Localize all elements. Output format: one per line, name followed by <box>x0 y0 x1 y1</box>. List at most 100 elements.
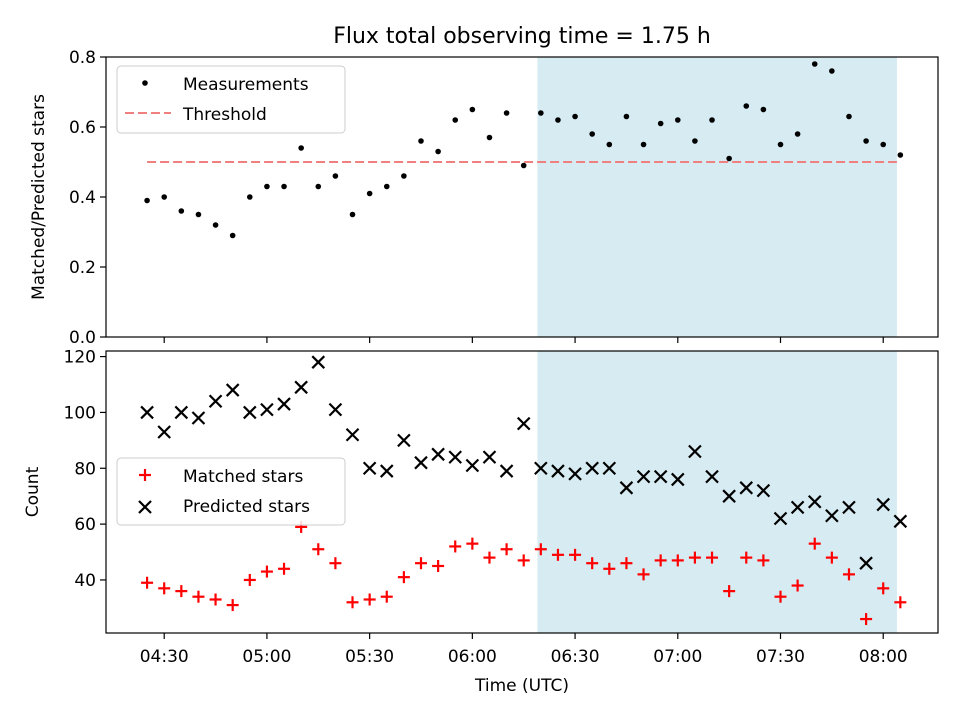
top-y-tick-label: 0.2 <box>69 258 96 278</box>
predicted-star-point <box>756 483 771 498</box>
matched-star-point <box>466 537 479 550</box>
predicted-stars-series <box>140 355 908 570</box>
matched-star-point <box>569 548 582 561</box>
top-legend: Measurements Threshold <box>116 65 346 134</box>
matched-star-point <box>141 576 154 589</box>
measurement-point <box>366 190 373 197</box>
measurement-point <box>657 120 664 127</box>
measurement-point <box>520 162 527 169</box>
measurement-point <box>486 134 493 141</box>
predicted-star-point <box>465 458 480 473</box>
predicted-star-point <box>773 511 788 526</box>
measurement-point <box>829 68 835 74</box>
measurement-point <box>880 141 887 148</box>
measurement-point <box>281 183 287 190</box>
matched-star-point <box>860 613 873 626</box>
top-observing-window-shade <box>537 57 897 337</box>
measurement-point <box>418 138 424 144</box>
measurement-point <box>606 141 613 148</box>
matched-star-point <box>243 573 256 586</box>
predicted-star-point <box>653 469 668 484</box>
measurement-point <box>555 117 561 123</box>
predicted-star-point <box>619 481 634 495</box>
matched-star-point <box>688 551 701 564</box>
x-axis-label: Time (UTC) <box>474 676 569 696</box>
top-y-axis-label: Matched/Predicted stars <box>29 94 49 300</box>
matched-star-point <box>551 548 564 561</box>
x-tick-label: 04:30 <box>140 647 189 667</box>
matched-star-point <box>158 582 171 595</box>
measurement-point <box>811 61 818 67</box>
matched-stars-series <box>141 520 907 626</box>
predicted-star-point <box>534 461 548 476</box>
measurement-point <box>846 113 852 120</box>
predicted-star-point <box>688 444 702 459</box>
predicted-star-point <box>157 425 171 439</box>
measurement-point <box>623 113 630 120</box>
x-tick-label: 05:00 <box>242 647 291 667</box>
measurement-point <box>435 148 441 155</box>
top-y-tick-label: 0.0 <box>69 328 96 348</box>
matched-star-point <box>226 599 239 612</box>
matched-star-point <box>534 543 547 556</box>
predicted-star-point <box>825 508 839 523</box>
matched-star-point <box>877 582 890 595</box>
top-axes-frame <box>105 56 939 338</box>
matched-star-point <box>209 593 222 606</box>
bottom-y-tick-label: 80 <box>74 459 96 479</box>
predicted-star-point <box>448 450 463 464</box>
predicted-star-point <box>807 494 822 509</box>
predicted-star-point <box>739 481 754 495</box>
top-panel: 0.00.20.40.60.8 Matched/Predicted stars … <box>29 48 939 348</box>
matched-star-point <box>603 562 616 575</box>
predicted-star-point <box>859 556 873 570</box>
predicted-star-point <box>499 464 514 478</box>
matched-star-point <box>894 596 907 609</box>
measurement-point <box>212 222 219 228</box>
legend-matched-marker <box>139 469 151 481</box>
measurement-point <box>726 155 732 162</box>
measurement-point <box>178 208 185 214</box>
matched-star-point <box>637 568 650 581</box>
measurement-point <box>572 113 578 120</box>
predicted-star-point <box>585 461 599 476</box>
predicted-star-point <box>345 427 360 442</box>
measurement-point <box>743 103 750 109</box>
matched-star-point <box>380 590 393 603</box>
predicted-star-point <box>397 433 411 448</box>
matched-star-point <box>654 554 667 567</box>
matched-star-point <box>706 551 719 564</box>
x-tick-label: 06:30 <box>551 647 600 667</box>
predicted-star-point <box>379 464 394 478</box>
predicted-star-point <box>191 411 206 425</box>
measurements-series <box>144 61 904 239</box>
predicted-star-point <box>294 380 308 395</box>
matched-star-point <box>192 590 205 603</box>
measurement-point <box>897 152 904 158</box>
bottom-axes-frame <box>105 350 939 634</box>
matched-star-point <box>723 585 736 598</box>
measurement-point <box>760 106 767 113</box>
top-y-tick-label: 0.6 <box>69 118 96 138</box>
top-y-tick-label: 0.4 <box>69 188 96 208</box>
x-tick-label: 05:30 <box>345 647 394 667</box>
measurement-point <box>349 211 356 218</box>
predicted-star-point <box>842 500 856 515</box>
matched-star-point <box>363 593 376 606</box>
top-y-tick-label: 0.8 <box>69 48 96 68</box>
measurement-point <box>195 211 202 218</box>
x-tick-label: 07:00 <box>653 647 702 667</box>
bottom-y-tick-label: 100 <box>64 403 96 423</box>
measurement-point <box>503 110 510 116</box>
predicted-star-point <box>671 472 685 487</box>
predicted-star-point <box>516 416 531 431</box>
measurement-point <box>777 141 784 148</box>
predicted-star-point <box>140 405 154 420</box>
matched-star-point <box>175 585 188 598</box>
matched-star-point <box>414 557 427 570</box>
x-tick-label: 08:00 <box>859 647 908 667</box>
predicted-star-point <box>362 461 377 476</box>
measurement-point <box>298 145 304 151</box>
predicted-star-point <box>225 383 240 397</box>
